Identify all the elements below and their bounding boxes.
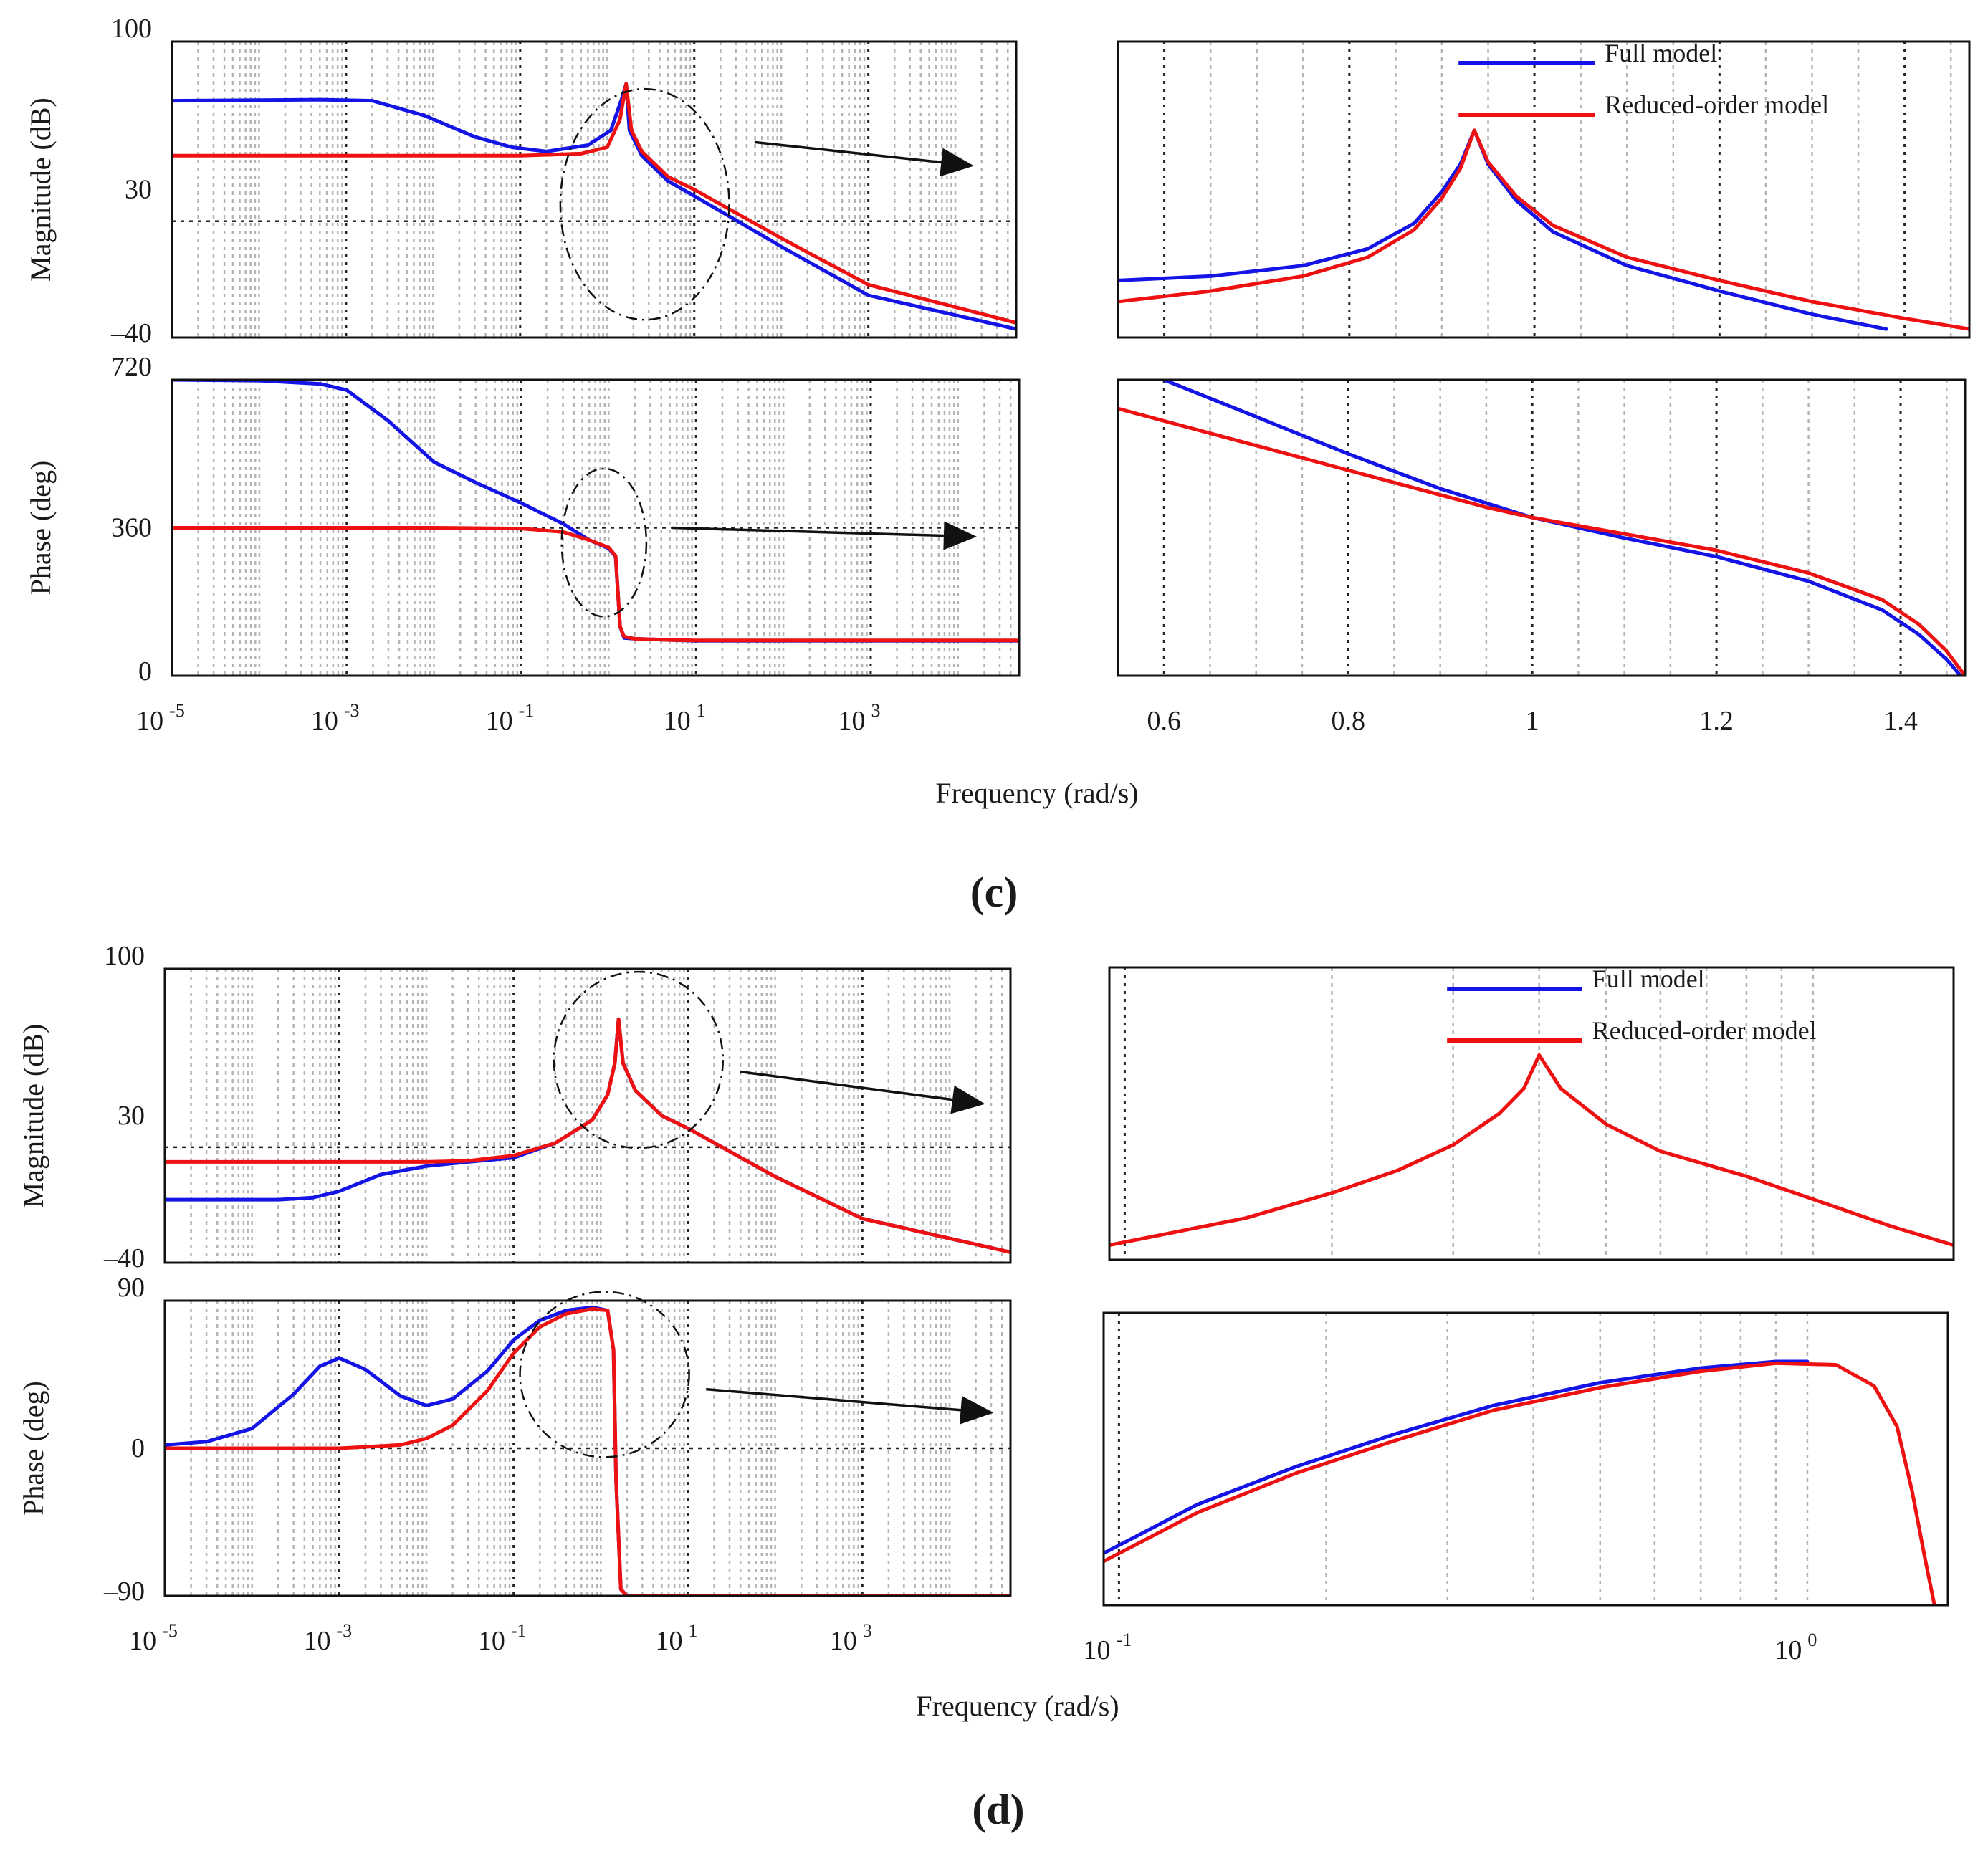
x-tick-label: 10 1	[655, 1620, 697, 1656]
zoom-region-ellipse	[559, 87, 730, 321]
d_mag_zoom-grid	[1123, 967, 1815, 1260]
d_mag_main-axes-frame	[163, 967, 1012, 1264]
series-line-full-model	[1162, 380, 1963, 676]
c_mag_main-axes-frame	[171, 40, 1018, 339]
c_mag_zoom-series	[1118, 128, 1969, 331]
y-tick-label: 90	[118, 1273, 145, 1303]
y-tick-label: 0	[138, 656, 152, 687]
c_phase_main-axes-frame	[171, 378, 1021, 677]
d_mag_main-series	[165, 1017, 1010, 1254]
d_phase_main-series	[165, 1305, 1010, 1596]
c_mag_main-grid	[172, 42, 1016, 338]
y-tick-label: 360	[111, 513, 152, 543]
x-tick-label: 10 -1	[478, 1620, 527, 1656]
d_mag_zoom-legend: Full model Reduced-order model	[1447, 965, 1817, 1045]
x-tick-label: 0.6	[1147, 706, 1181, 736]
y-tick-label: –40	[103, 1243, 145, 1273]
x-tick-label: 10 -1	[1084, 1630, 1132, 1665]
legend-label: Reduced-order model	[1605, 90, 1829, 119]
y-tick-label: 30	[125, 175, 152, 205]
x-tick-label: 1.4	[1883, 706, 1918, 736]
series-line-reduced-order-model	[172, 82, 1016, 325]
c_mag_main-series	[172, 82, 1016, 331]
panel-label-d: (d)	[972, 1786, 1024, 1833]
series-line-full-model	[1104, 1359, 1810, 1555]
zoom-arrow-head	[959, 1395, 994, 1425]
x-tick-label: 10 -5	[129, 1620, 178, 1656]
y-tick-label: 100	[104, 941, 145, 971]
c_phase_main-series	[172, 380, 1019, 643]
y-axis-label: Magnitude (dB)	[24, 97, 57, 282]
y-tick-label: –40	[110, 318, 152, 348]
x-tick-label: 1.2	[1699, 706, 1734, 736]
zoom-arrow-head	[950, 1085, 985, 1114]
zoom-arrow-shaft	[740, 1070, 953, 1101]
x-tick-label: 10 1	[664, 700, 706, 736]
c_phase_main-grid	[172, 380, 1019, 676]
d_mag_zoom-axes-frame	[1108, 966, 1955, 1261]
zoom-arrow-shaft	[672, 526, 944, 537]
y-tick-label: 100	[111, 14, 152, 44]
zoom-arrow-head	[940, 148, 975, 177]
x-tick-label: 10 0	[1774, 1630, 1817, 1665]
legend-label: Full model	[1605, 39, 1717, 67]
c_phase_zoom-chart: 0.6 0.8 1 1.2 1.4	[1117, 378, 1967, 736]
series-line-reduced-order-model	[172, 526, 1019, 643]
d_mag_zoom-series	[1109, 1053, 1954, 1248]
x-tick-label: 1	[1526, 706, 1539, 736]
c_mag_zoom-axes-frame	[1117, 40, 1971, 339]
y-tick-label: 30	[118, 1101, 145, 1131]
zoom-region-ellipse	[519, 1291, 690, 1458]
series-line-reduced-order-model	[1104, 1361, 1936, 1605]
c_mag_zoom-grid	[1118, 42, 1952, 338]
x-axis-label-d: Frequency (rad/s)	[916, 1690, 1119, 1722]
c_phase_main-chart: 0 360 720 10 -5 10 -3 10 -1 10 1 10 3 Phase (deg)	[24, 352, 1021, 736]
x-tick-label: 0.8	[1331, 706, 1365, 736]
c_phase_zoom-axes-frame	[1117, 378, 1967, 677]
panel-label-c: (c)	[970, 869, 1018, 916]
legend-label: Full model	[1592, 965, 1705, 993]
series-line-reduced-order-model	[165, 1017, 1010, 1254]
d_phase_main-axes-frame	[163, 1299, 1012, 1597]
d_phase_zoom-axes-frame	[1102, 1311, 1949, 1607]
d_phase_main-grid	[165, 1301, 1010, 1596]
series-line-reduced-order-model	[165, 1306, 1010, 1596]
y-tick-label: 720	[111, 352, 152, 382]
d_phase_main-chart: –90 0 90 10 -5 10 -3 10 -1 10 1 10 3 Phase (deg)	[17, 1273, 1012, 1656]
d_mag_main-grid	[165, 969, 1010, 1263]
series-line-reduced-order-model	[1118, 406, 1965, 676]
series-line-full-model	[172, 82, 1016, 331]
x-tick-label: 10 -1	[486, 700, 535, 736]
series-line-reduced-order-model	[1109, 1053, 1954, 1248]
d_mag_zoom-chart: Full model Reduced-order model	[1108, 965, 1955, 1261]
y-axis-label: Phase (deg)	[17, 1381, 49, 1516]
c_mag_zoom-legend: Full model Reduced-order model	[1458, 39, 1829, 119]
c_mag_zoom-chart: Full model Reduced-order model	[1117, 39, 1971, 339]
zoom-arrow-shaft	[706, 1387, 961, 1412]
d_mag_main-chart: –40 30 100 Magnitude (dB)	[17, 941, 1012, 1273]
d_phase_zoom-series	[1104, 1359, 1936, 1605]
y-axis-label: Magnitude (dB)	[17, 1024, 49, 1208]
y-tick-label: –90	[103, 1577, 145, 1607]
zoom-arrow-head	[943, 521, 977, 550]
c_mag_main-chart: –40 30 100 Magnitude (dB)	[24, 14, 1018, 348]
d_phase_zoom-chart: 10 -1 10 0	[1084, 1311, 1949, 1665]
c_phase_zoom-series	[1118, 380, 1965, 676]
y-axis-label: Phase (deg)	[24, 461, 57, 596]
x-tick-label: 10 -5	[136, 700, 185, 736]
y-tick-label: 0	[131, 1433, 145, 1463]
x-tick-label: 10 3	[838, 700, 880, 736]
zoom-region-ellipse	[553, 970, 725, 1149]
zoom-arrow-shaft	[754, 140, 942, 164]
x-tick-label: 10 -3	[311, 700, 360, 736]
x-axis-label-c: Frequency (rad/s)	[935, 777, 1138, 809]
x-tick-label: 10 3	[830, 1620, 872, 1656]
c_phase_zoom-grid	[1118, 380, 1948, 676]
x-tick-label: 10 -3	[303, 1620, 352, 1656]
zoom-region-ellipse	[560, 467, 648, 618]
series-line-reduced-order-model	[1118, 128, 1969, 331]
legend-label: Reduced-order model	[1592, 1016, 1817, 1045]
